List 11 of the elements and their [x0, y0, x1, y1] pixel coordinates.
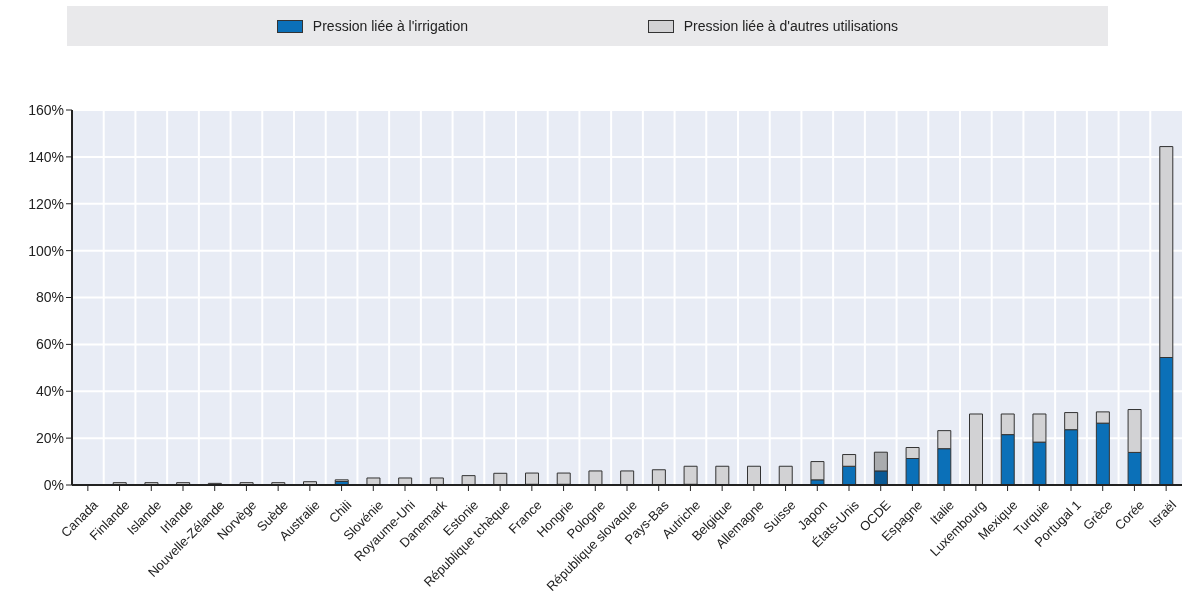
y-tick-label: 80%: [35, 289, 64, 306]
y-tick-label: 160%: [28, 101, 64, 118]
legend-label: Pression liée à d'autres utilisations: [682, 18, 899, 34]
y-tick-label: 100%: [28, 242, 64, 259]
y-tick-label: 140%: [28, 148, 64, 165]
y-tick-label: 60%: [35, 336, 64, 353]
y-tick-label: 0%: [43, 476, 64, 493]
y-tick-label: 40%: [35, 383, 64, 400]
y-tick-label: 120%: [28, 195, 64, 212]
y-tick-label: 20%: [35, 430, 64, 447]
legend-label: Pression liée à l'irrigation: [311, 18, 469, 34]
